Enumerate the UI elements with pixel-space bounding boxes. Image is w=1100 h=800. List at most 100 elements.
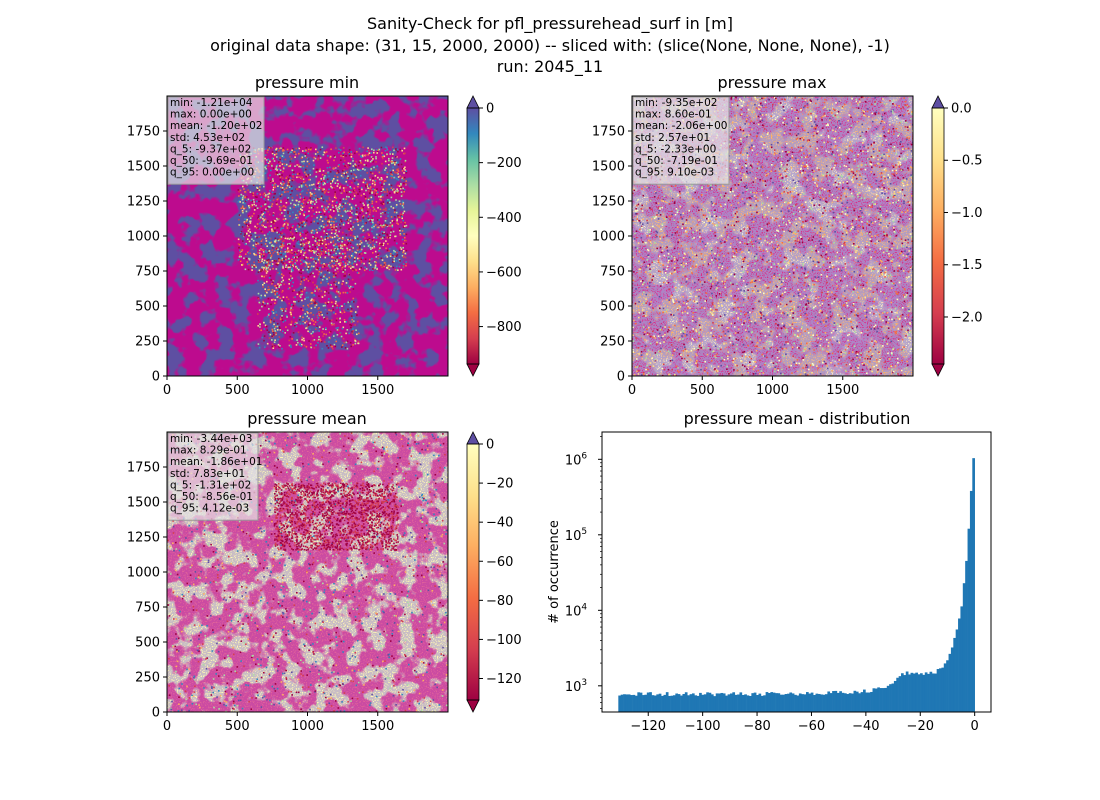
heatmap-pixel bbox=[345, 187, 347, 189]
heatmap-pixel bbox=[673, 202, 676, 204]
heatmap-pixel bbox=[305, 156, 308, 159]
heatmap-pixel bbox=[664, 326, 666, 328]
heatmap-pixel bbox=[262, 217, 264, 220]
heatmap-pixel bbox=[269, 321, 272, 324]
heatmap-pixel bbox=[910, 348, 912, 350]
heatmap-pixel bbox=[746, 203, 749, 206]
heatmap-pixel bbox=[795, 233, 797, 235]
heatmap-pixel bbox=[885, 215, 887, 218]
heatmap-pixel bbox=[288, 339, 290, 342]
heatmap-pixel bbox=[275, 246, 278, 249]
heatmap-pixel bbox=[253, 201, 255, 203]
heatmap-pixel bbox=[857, 367, 860, 369]
heatmap-pixel bbox=[696, 302, 699, 304]
heatmap-pixel bbox=[391, 224, 394, 227]
heatmap-pixel bbox=[394, 255, 396, 258]
heatmap-pixel bbox=[266, 265, 269, 267]
heatmap-pixel bbox=[257, 249, 260, 252]
heatmap-pixel bbox=[313, 220, 315, 223]
heatmap-pixel bbox=[353, 238, 356, 241]
heatmap-pixel bbox=[346, 177, 349, 179]
heatmap-pixel bbox=[324, 294, 326, 297]
heatmap-pixel bbox=[307, 330, 309, 333]
heatmap-pixel bbox=[349, 220, 352, 222]
heatmap-pixel bbox=[402, 242, 405, 245]
heatmap-pixel bbox=[361, 261, 363, 264]
heatmap-pixel bbox=[785, 201, 787, 203]
heatmap-pixel bbox=[292, 304, 295, 307]
heatmap-pixel bbox=[352, 165, 355, 167]
heatmap-pixel bbox=[904, 101, 907, 103]
heatmap-pixel bbox=[314, 301, 316, 303]
heatmap-pixel bbox=[316, 242, 319, 244]
heatmap-pixel bbox=[257, 227, 259, 229]
heatmap-pixel bbox=[806, 209, 809, 211]
heatmap-pixel bbox=[366, 185, 368, 188]
heatmap-pixel bbox=[287, 266, 289, 269]
heatmap-pixel bbox=[349, 234, 352, 237]
heatmap-pixel bbox=[267, 220, 269, 222]
heatmap-pixel bbox=[309, 250, 311, 252]
heatmap-pixel bbox=[308, 318, 311, 321]
heatmap-pixel bbox=[343, 222, 346, 224]
heatmap-pixel bbox=[304, 298, 306, 300]
heatmap-pixel bbox=[831, 153, 833, 155]
heatmap-pixel bbox=[349, 195, 352, 198]
heatmap-pixel bbox=[372, 252, 374, 254]
heatmap-pixel bbox=[274, 299, 277, 301]
heatmap-pixel bbox=[821, 119, 823, 121]
heatmap-pixel bbox=[304, 243, 307, 245]
heatmap-pixel bbox=[315, 287, 318, 289]
heatmap-pixel bbox=[758, 300, 761, 303]
heatmap-pixel bbox=[900, 141, 902, 143]
heatmap-pixel bbox=[340, 218, 342, 221]
heatmap-pixel bbox=[275, 311, 277, 313]
heatmap-pixel bbox=[840, 153, 842, 156]
stats-line: q_5: -9.37e+02 bbox=[170, 143, 251, 155]
heatmap-pixel bbox=[907, 147, 910, 150]
heatmap-pixel bbox=[817, 296, 820, 299]
heatmap-pixel bbox=[800, 327, 803, 330]
heatmap-pixel bbox=[242, 195, 245, 197]
heatmap-pixel bbox=[294, 301, 297, 303]
heatmap-pixel bbox=[244, 191, 247, 193]
heatmap-pixel bbox=[792, 179, 795, 181]
heatmap-pixel bbox=[282, 218, 285, 221]
heatmap-pixel bbox=[821, 227, 823, 230]
heatmap-pixel bbox=[322, 188, 324, 190]
heatmap-pixel bbox=[802, 137, 805, 139]
heatmap-pixel bbox=[788, 207, 791, 210]
heatmap-pixel bbox=[371, 247, 374, 249]
heatmap-pixel bbox=[792, 308, 794, 310]
heatmap-pixel bbox=[395, 260, 398, 262]
heatmap-pixel bbox=[386, 236, 389, 239]
heatmap-pixel bbox=[261, 275, 263, 278]
heatmap-pixel bbox=[285, 326, 287, 328]
heatmap-pixel bbox=[804, 318, 807, 321]
heatmap-pixel bbox=[277, 262, 280, 264]
heatmap-pixel bbox=[324, 273, 326, 276]
heatmap-pixel bbox=[876, 234, 879, 236]
heatmap-pixel bbox=[813, 327, 816, 329]
heatmap-pixel bbox=[360, 219, 362, 222]
heatmap-pixel bbox=[639, 267, 642, 269]
heatmap-pixel bbox=[703, 281, 706, 283]
heatmap-pixel bbox=[735, 154, 738, 156]
heatmap-pixel bbox=[325, 172, 327, 175]
heatmap-pixel bbox=[286, 225, 288, 228]
heatmap-pixel bbox=[278, 294, 281, 297]
heatmap-pixel bbox=[300, 308, 302, 310]
heatmap-pixel bbox=[346, 329, 349, 331]
heatmap-pixel bbox=[373, 245, 375, 248]
heatmap-pixel bbox=[265, 270, 267, 273]
heatmap-pixel bbox=[796, 359, 799, 361]
heatmap-pixel bbox=[868, 220, 871, 223]
heatmap-pixel bbox=[792, 231, 795, 234]
heatmap-pixel bbox=[272, 245, 275, 248]
heatmap-pixel bbox=[795, 222, 798, 225]
heatmap-pixel bbox=[305, 173, 307, 176]
heatmap-pixel bbox=[390, 173, 392, 175]
heatmap-pixel bbox=[885, 273, 887, 275]
heatmap-pixel bbox=[842, 187, 844, 189]
heatmap-pixel bbox=[293, 245, 295, 247]
